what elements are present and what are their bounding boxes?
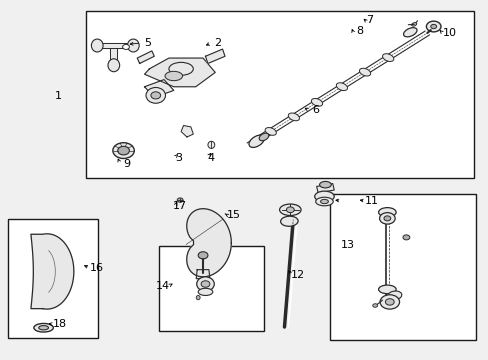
Ellipse shape	[168, 62, 193, 75]
Ellipse shape	[287, 113, 299, 121]
Text: 14: 14	[155, 281, 169, 291]
Text: 8: 8	[355, 26, 363, 36]
Polygon shape	[205, 49, 224, 63]
Ellipse shape	[280, 216, 298, 226]
Ellipse shape	[426, 21, 440, 32]
Text: 1: 1	[55, 91, 61, 101]
Ellipse shape	[34, 323, 53, 332]
Ellipse shape	[198, 252, 207, 259]
Text: 7: 7	[365, 15, 372, 26]
Text: 15: 15	[226, 210, 240, 220]
Ellipse shape	[196, 277, 214, 291]
Text: 16: 16	[90, 263, 103, 273]
Polygon shape	[181, 126, 193, 137]
Ellipse shape	[122, 44, 129, 49]
Ellipse shape	[315, 197, 332, 206]
Text: 2: 2	[214, 38, 221, 48]
Polygon shape	[196, 270, 209, 279]
Ellipse shape	[359, 68, 370, 76]
Ellipse shape	[379, 213, 394, 224]
Ellipse shape	[146, 87, 165, 103]
Ellipse shape	[385, 299, 393, 305]
Ellipse shape	[164, 71, 182, 81]
Ellipse shape	[279, 204, 301, 216]
Ellipse shape	[127, 39, 139, 52]
Ellipse shape	[118, 146, 129, 155]
Ellipse shape	[177, 198, 183, 202]
Ellipse shape	[198, 288, 212, 296]
Text: 18: 18	[53, 319, 67, 329]
Ellipse shape	[383, 216, 390, 221]
Ellipse shape	[411, 23, 416, 26]
Ellipse shape	[430, 24, 436, 29]
Ellipse shape	[382, 54, 393, 62]
Ellipse shape	[319, 181, 330, 188]
Polygon shape	[316, 184, 333, 193]
Ellipse shape	[378, 285, 395, 294]
Polygon shape	[144, 58, 215, 87]
Ellipse shape	[151, 92, 160, 99]
Polygon shape	[31, 234, 74, 309]
Polygon shape	[144, 80, 173, 98]
Ellipse shape	[259, 133, 268, 141]
Text: 6: 6	[311, 105, 319, 115]
Ellipse shape	[39, 325, 48, 330]
Text: 11: 11	[365, 196, 379, 206]
Ellipse shape	[386, 291, 401, 300]
Ellipse shape	[286, 207, 294, 213]
Bar	[159, 246, 264, 330]
Polygon shape	[186, 209, 231, 277]
Text: 3: 3	[175, 153, 182, 163]
Ellipse shape	[402, 235, 409, 240]
Text: 5: 5	[144, 38, 151, 48]
Ellipse shape	[207, 141, 214, 148]
Ellipse shape	[372, 304, 377, 307]
Ellipse shape	[403, 28, 416, 37]
Ellipse shape	[314, 191, 333, 202]
Ellipse shape	[91, 39, 103, 52]
Bar	[8, 220, 98, 338]
Text: 13: 13	[340, 239, 354, 249]
Polygon shape	[96, 42, 135, 48]
Ellipse shape	[113, 143, 134, 158]
Ellipse shape	[264, 127, 276, 135]
Text: 9: 9	[122, 159, 130, 169]
Ellipse shape	[336, 83, 347, 91]
Polygon shape	[110, 48, 117, 65]
Bar	[329, 194, 475, 339]
Text: 10: 10	[442, 28, 456, 38]
Ellipse shape	[248, 135, 264, 148]
Ellipse shape	[379, 295, 399, 309]
Ellipse shape	[320, 199, 328, 204]
Ellipse shape	[311, 98, 322, 106]
Text: 12: 12	[290, 270, 305, 280]
Ellipse shape	[108, 59, 120, 72]
Polygon shape	[137, 51, 154, 63]
Bar	[86, 12, 473, 178]
Text: 17: 17	[173, 201, 187, 211]
Ellipse shape	[196, 296, 200, 300]
Text: 4: 4	[207, 153, 214, 163]
Ellipse shape	[378, 208, 395, 217]
Ellipse shape	[201, 281, 209, 287]
